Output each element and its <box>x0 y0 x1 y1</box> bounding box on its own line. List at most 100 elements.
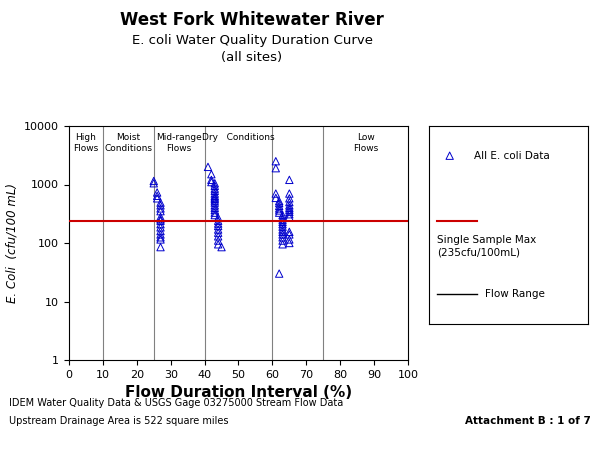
Point <box>210 192 220 199</box>
Point <box>210 180 220 187</box>
Point <box>278 214 287 221</box>
Point <box>210 185 220 192</box>
Point <box>210 212 220 219</box>
Text: Low
Flows: Low Flows <box>353 133 378 153</box>
Point <box>274 199 284 207</box>
Point <box>210 204 220 212</box>
Point <box>274 198 284 205</box>
Point <box>156 217 166 225</box>
Point <box>284 206 294 213</box>
Text: E. coli Water Quality Duration Curve
(all sites): E. coli Water Quality Duration Curve (al… <box>131 34 373 64</box>
Point <box>152 192 162 199</box>
Point <box>214 229 223 236</box>
Point <box>156 205 166 212</box>
Point <box>156 216 166 223</box>
Point <box>214 217 223 225</box>
Text: West Fork Whitewater River: West Fork Whitewater River <box>120 11 384 29</box>
Point <box>284 231 294 238</box>
Text: Dry   Conditions: Dry Conditions <box>202 133 275 142</box>
Point <box>278 223 287 230</box>
Point <box>210 197 220 204</box>
Point <box>206 179 216 186</box>
Point <box>284 228 294 235</box>
Point <box>284 202 294 209</box>
Point <box>214 226 223 233</box>
Point <box>278 226 287 233</box>
Point <box>156 234 166 241</box>
Text: Mid-range
Flows: Mid-range Flows <box>156 133 202 153</box>
Point <box>210 207 220 214</box>
Point <box>278 218 287 225</box>
Point <box>206 176 216 184</box>
Point <box>210 209 220 216</box>
Point <box>156 207 166 215</box>
Point <box>214 237 223 244</box>
Point <box>210 187 220 194</box>
Point <box>284 239 294 247</box>
Point <box>156 243 166 251</box>
Point <box>284 195 294 202</box>
Point <box>156 202 166 209</box>
Point <box>278 212 287 219</box>
Point <box>278 228 287 235</box>
Point <box>284 213 294 220</box>
Point <box>271 190 281 197</box>
Point <box>156 220 166 228</box>
Point <box>210 199 220 206</box>
Point <box>445 152 454 159</box>
Point <box>156 199 166 206</box>
Point <box>149 177 158 184</box>
Point <box>284 208 294 216</box>
Point <box>156 224 166 231</box>
Point <box>206 171 216 178</box>
Point <box>278 237 287 244</box>
Point <box>214 220 223 227</box>
Point <box>274 207 284 214</box>
Point <box>210 195 220 203</box>
Point <box>214 241 223 248</box>
Point <box>210 202 220 209</box>
Point <box>274 270 284 277</box>
Point <box>274 202 284 210</box>
Point <box>284 198 294 206</box>
Point <box>278 216 287 223</box>
Text: All E. coli Data: All E. coli Data <box>473 151 549 161</box>
Point <box>156 213 166 220</box>
Text: High
Flows: High Flows <box>73 133 98 153</box>
Point <box>203 163 213 171</box>
Point <box>284 236 294 243</box>
Text: IDEM Water Quality Data & USGS Gage 03275000 Stream Flow Data: IDEM Water Quality Data & USGS Gage 0327… <box>9 398 343 408</box>
Point <box>214 214 223 221</box>
Point <box>156 227 166 234</box>
Point <box>210 194 220 201</box>
Text: Upstream Drainage Area is 522 square miles: Upstream Drainage Area is 522 square mil… <box>9 416 229 426</box>
Point <box>271 158 281 165</box>
Point <box>217 243 226 251</box>
Point <box>152 189 162 196</box>
Text: Flow Range: Flow Range <box>485 289 545 299</box>
Point <box>278 241 287 248</box>
Point <box>210 190 220 197</box>
Text: Attachment B : 1 of 7: Attachment B : 1 of 7 <box>465 416 591 426</box>
Point <box>274 205 284 212</box>
Point <box>214 222 223 230</box>
Point <box>156 236 166 243</box>
Point <box>284 204 294 212</box>
X-axis label: Flow Duration Interval (%): Flow Duration Interval (%) <box>125 385 352 400</box>
Point <box>274 209 284 216</box>
Point <box>284 176 294 184</box>
Point <box>152 195 162 202</box>
Point <box>284 211 294 218</box>
Point <box>278 234 287 241</box>
Point <box>284 190 294 197</box>
Text: Single Sample Max
(235cfu/100mL): Single Sample Max (235cfu/100mL) <box>437 235 536 257</box>
Point <box>271 165 281 172</box>
Point <box>210 182 220 189</box>
Point <box>278 220 287 228</box>
Text: Moist
Conditions: Moist Conditions <box>104 133 152 153</box>
Point <box>214 233 223 240</box>
Point <box>271 194 281 202</box>
Point <box>156 231 166 238</box>
Y-axis label: E. Coli  (cfu/100 mL): E. Coli (cfu/100 mL) <box>6 183 19 303</box>
Point <box>149 180 158 187</box>
